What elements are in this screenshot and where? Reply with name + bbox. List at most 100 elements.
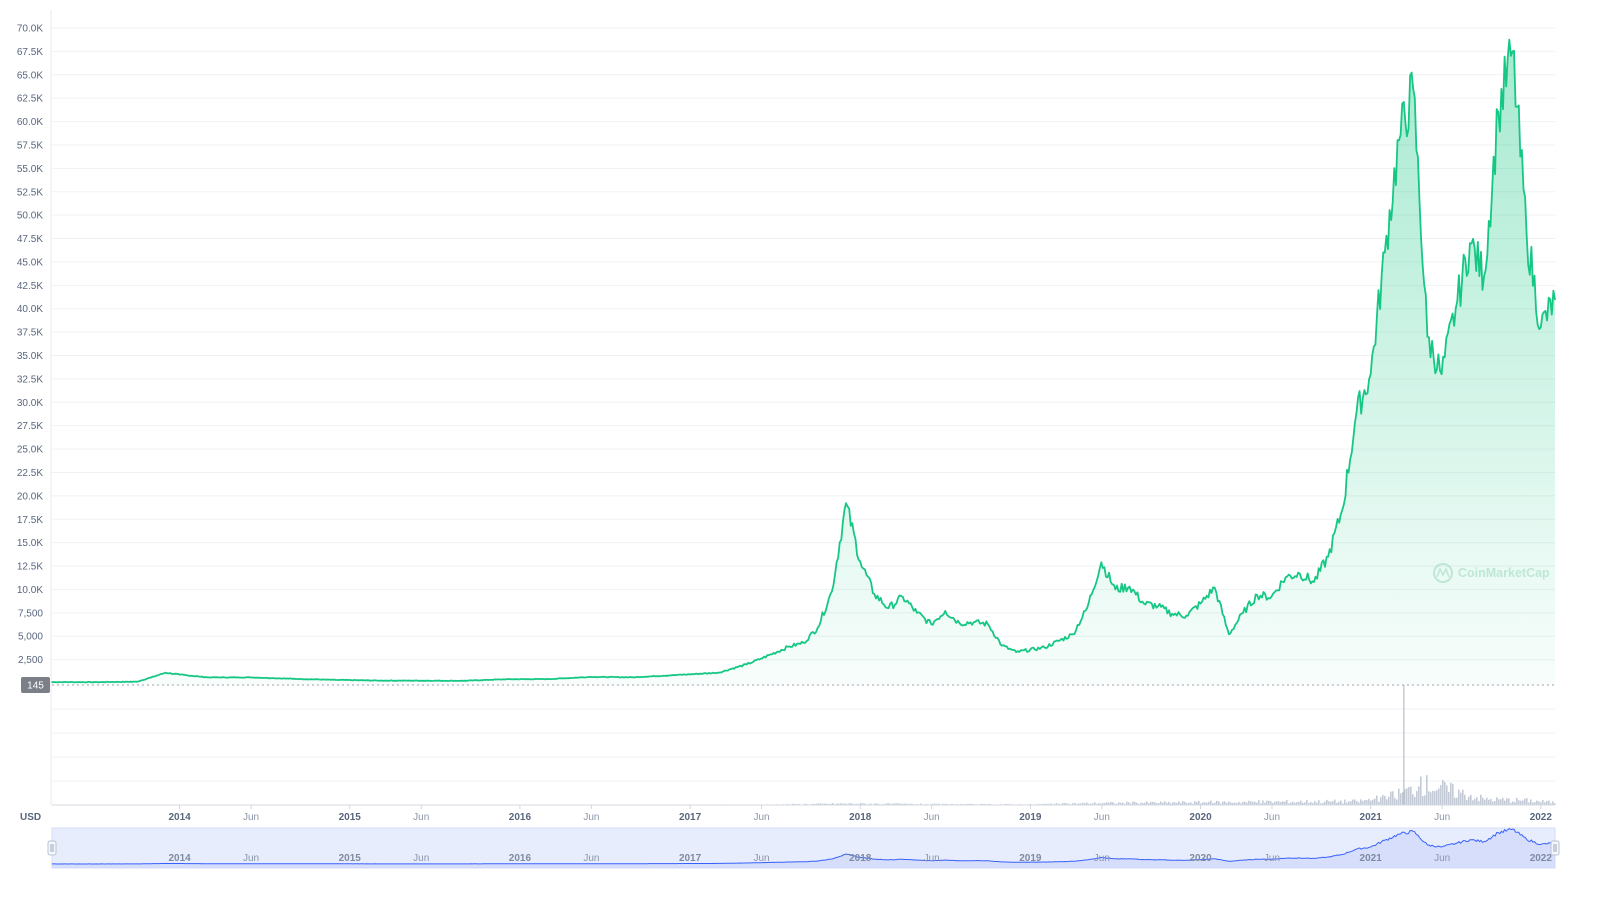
drag-handle-icon[interactable] xyxy=(47,840,57,856)
volume-bar xyxy=(1170,803,1172,805)
volume-bar xyxy=(1342,803,1344,805)
volume-bar xyxy=(1348,801,1350,805)
volume-bar xyxy=(1048,803,1050,805)
volume-bar xyxy=(1066,803,1068,805)
volume-bar xyxy=(1058,803,1060,805)
volume-bar xyxy=(1510,802,1512,805)
volume-bar xyxy=(794,803,796,805)
volume-bar xyxy=(1180,803,1182,805)
volume-bar xyxy=(814,803,816,805)
volume-bar xyxy=(1554,803,1556,805)
volume-bar xyxy=(1428,791,1430,805)
grid-lines xyxy=(50,10,1555,806)
volume-bar xyxy=(1406,788,1408,805)
volume-bar xyxy=(1098,803,1100,805)
navigator-tick-label: 2022 xyxy=(1530,853,1553,864)
data-point xyxy=(1242,612,1244,614)
range-navigator[interactable]: 2014 Jun 2015 Jun 2016 Jun 2017 Jun 2018 Jun 2019 J… xyxy=(47,827,1560,869)
volume-bar xyxy=(1156,803,1158,805)
volume-bar xyxy=(1202,802,1204,805)
volume-bar xyxy=(1332,801,1334,805)
data-point xyxy=(1171,613,1173,615)
volume-bar xyxy=(1496,797,1498,805)
volume-bar xyxy=(1366,800,1368,805)
data-point xyxy=(1355,411,1358,414)
x-tick-label: 2015 xyxy=(339,812,362,823)
x-tick-label: 2014 xyxy=(168,812,191,823)
y-tick-label: 32.5K xyxy=(17,374,43,385)
volume-bar xyxy=(1046,803,1048,805)
volume-bar xyxy=(1432,790,1434,805)
x-tick-label: 2021 xyxy=(1360,812,1383,823)
data-point xyxy=(1185,614,1188,617)
data-point xyxy=(802,642,805,644)
data-point xyxy=(1398,139,1400,142)
data-point xyxy=(1313,581,1315,583)
volume-bar xyxy=(1530,799,1532,805)
data-point xyxy=(972,621,975,623)
volume-bar xyxy=(1390,791,1392,805)
volume-bar xyxy=(904,803,906,805)
volume-bar xyxy=(1552,801,1554,805)
volume-bar xyxy=(1514,802,1516,805)
volume-bar xyxy=(1300,800,1302,805)
volume-bar xyxy=(812,803,814,805)
volume-bar xyxy=(1484,799,1486,805)
x-tick-label: Jun xyxy=(583,812,599,823)
volume-bar xyxy=(1328,801,1330,805)
data-point xyxy=(1072,633,1074,636)
volume-bar xyxy=(1230,802,1232,805)
volume-bar xyxy=(1246,802,1248,805)
navigator-tick-label: 2021 xyxy=(1360,853,1383,864)
volume-bar xyxy=(1166,802,1168,805)
volume-bar xyxy=(1472,800,1474,805)
volume-bar xyxy=(1152,801,1154,805)
volume-bar xyxy=(858,803,860,805)
y-tick-label: 37.5K xyxy=(17,328,43,339)
volume-bar xyxy=(1316,802,1318,805)
volume-bar xyxy=(1396,799,1398,805)
volume-bar xyxy=(900,803,902,805)
volume-bar xyxy=(1478,801,1480,805)
volume-bar xyxy=(1284,801,1286,805)
volume-bar xyxy=(1502,797,1504,805)
data-point xyxy=(1299,572,1301,575)
data-point xyxy=(930,623,932,625)
volume-bar xyxy=(1476,797,1478,805)
data-point xyxy=(816,627,819,629)
volume-bar xyxy=(1362,800,1364,805)
data-point xyxy=(292,678,294,680)
volume-bar xyxy=(1400,793,1402,805)
volume-bar xyxy=(1494,801,1496,805)
coinmarketcap-logo-icon xyxy=(1433,563,1453,583)
volume-bar xyxy=(1314,801,1316,805)
volume-bar xyxy=(1378,801,1380,805)
volume-bar xyxy=(1064,802,1066,805)
price-area-fill xyxy=(52,39,1555,685)
volume-bar xyxy=(1310,801,1312,805)
drag-handle-icon[interactable] xyxy=(1550,840,1560,856)
volume-bar xyxy=(860,803,862,805)
navigator-tick-label: Jun xyxy=(413,853,429,864)
volume-bar xyxy=(876,803,878,805)
volume-bar xyxy=(1468,796,1470,805)
navigator-right-handle[interactable] xyxy=(1550,840,1560,856)
volume-bar xyxy=(1136,802,1138,805)
data-point xyxy=(419,679,422,682)
volume-bar xyxy=(1276,801,1278,805)
volume-bar xyxy=(902,803,904,805)
volume-bar xyxy=(1352,799,1354,805)
volume-bar xyxy=(1436,790,1438,805)
volume-bar xyxy=(1176,802,1178,805)
volume-bar xyxy=(1486,797,1488,805)
navigator-left-handle[interactable] xyxy=(47,840,57,856)
volume-bar xyxy=(852,803,854,805)
volume-bar xyxy=(944,803,946,805)
volume-bar xyxy=(1124,803,1126,805)
volume-bar xyxy=(1054,803,1056,805)
volume-bar xyxy=(1110,801,1112,805)
volume-bar xyxy=(1212,803,1214,805)
data-point xyxy=(1228,633,1230,636)
volume-bar xyxy=(1424,795,1426,805)
